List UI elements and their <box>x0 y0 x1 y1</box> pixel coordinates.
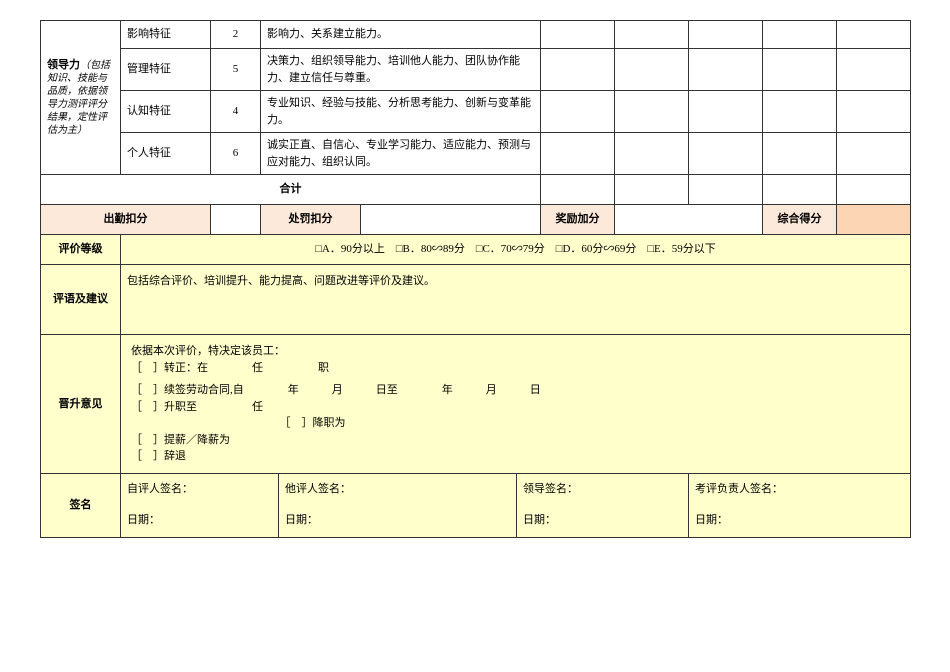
comments-label: 评语及建议 <box>41 265 121 335</box>
leader-date-label: 日期： <box>523 511 682 531</box>
trait-num: 6 <box>211 133 261 175</box>
promotion-line: ［ ］提薪／降薪为 <box>131 432 900 449</box>
blank-cell <box>541 133 615 175</box>
blank-cell <box>763 21 837 49</box>
self-signature-cell: 自评人签名： 日期： <box>121 473 279 538</box>
blank-cell <box>837 21 911 49</box>
leadership-category-label: 领导力（包括知识、技能与品质，依据领导力测评评分结果，定性评估为主） <box>41 21 121 175</box>
grade-label: 评价等级 <box>41 235 121 265</box>
blank-cell <box>763 133 837 175</box>
trait-desc: 专业知识、经验与技能、分析思考能力、创新与变革能力。 <box>261 91 541 133</box>
blank-cell <box>541 49 615 91</box>
total-label: 合计 <box>41 175 541 205</box>
leadership-label-bold: 领导力 <box>47 59 80 71</box>
other-sign-label: 他评人签名： <box>285 480 510 500</box>
blank-cell <box>615 49 689 91</box>
attendance-deduct-label: 出勤扣分 <box>41 205 211 235</box>
promotion-line: ［ ］辞退 <box>131 448 900 465</box>
self-date-label: 日期： <box>127 511 272 531</box>
blank-cell <box>615 21 689 49</box>
examiner-date-label: 日期： <box>695 511 904 531</box>
signature-label: 签名 <box>41 473 121 538</box>
leader-signature-cell: 领导签名： 日期： <box>517 473 689 538</box>
trait-num: 4 <box>211 91 261 133</box>
attendance-value <box>211 205 261 235</box>
reward-value <box>615 205 763 235</box>
trait-cell: 认知特征 <box>121 91 211 133</box>
leader-sign-label: 领导签名： <box>523 480 682 500</box>
leadership-label-desc: （包括知识、技能与品质，依据领导力测评评分结果，定性评估为主） <box>47 60 110 136</box>
other-date-label: 日期： <box>285 511 510 531</box>
promotion-line: ［ ］续签劳动合同,自 年 月 日至 年 月 日 <box>131 382 900 399</box>
trait-desc: 决策力、组织领导能力、培训他人能力、团队协作能力、建立信任与尊重。 <box>261 49 541 91</box>
other-signature-cell: 他评人签名： 日期： <box>279 473 517 538</box>
examiner-sign-label: 考评负责人签名： <box>695 480 904 500</box>
penalty-deduct-label: 处罚扣分 <box>261 205 361 235</box>
promotion-line: ［ ］转正：在 任 职 <box>131 360 900 377</box>
blank-cell <box>837 175 911 205</box>
trait-num: 5 <box>211 49 261 91</box>
promotion-line: 依据本次评价，特决定该员工： <box>131 343 900 360</box>
blank-cell <box>689 21 763 49</box>
blank-cell <box>689 91 763 133</box>
blank-cell <box>615 91 689 133</box>
trait-cell: 管理特征 <box>121 49 211 91</box>
evaluation-table: 评价等级 □A．90分以上 □B．80∽89分 □C．70∽79分 □D．60分… <box>40 234 911 538</box>
grade-options: □A．90分以上 □B．80∽89分 □C．70∽79分 □D．60分∽69分 … <box>121 235 911 265</box>
trait-num: 2 <box>211 21 261 49</box>
trait-desc: 影响力、关系建立能力。 <box>261 21 541 49</box>
blank-cell <box>541 175 615 205</box>
blank-cell <box>837 133 911 175</box>
blank-cell <box>541 21 615 49</box>
trait-cell: 个人特征 <box>121 133 211 175</box>
deduction-table: 出勤扣分 处罚扣分 奖励加分 综合得分 <box>40 204 911 235</box>
promotion-line: ［ ］升职至 任 <box>131 399 900 416</box>
blank-cell <box>763 91 837 133</box>
composite-value <box>837 205 911 235</box>
blank-cell <box>689 49 763 91</box>
self-sign-label: 自评人签名： <box>127 480 272 500</box>
promotion-label: 晋升意见 <box>41 335 121 474</box>
blank-cell <box>615 133 689 175</box>
blank-cell <box>763 175 837 205</box>
examiner-signature-cell: 考评负责人签名： 日期： <box>689 473 911 538</box>
blank-cell <box>689 133 763 175</box>
blank-cell <box>837 91 911 133</box>
promotion-content: 依据本次评价，特决定该员工： ［ ］转正：在 任 职 ［ ］续签劳动合同,自 年… <box>121 335 911 474</box>
promotion-line: ［ ］降职为 <box>131 415 900 432</box>
blank-cell <box>763 49 837 91</box>
blank-cell <box>689 175 763 205</box>
trait-desc: 诚实正直、自信心、专业学习能力、适应能力、预测与应对能力、组织认同。 <box>261 133 541 175</box>
blank-cell <box>615 175 689 205</box>
comments-content: 包括综合评价、培训提升、能力提高、问题改进等评价及建议。 <box>121 265 911 335</box>
composite-label: 综合得分 <box>763 205 837 235</box>
trait-cell: 影响特征 <box>121 21 211 49</box>
blank-cell <box>837 49 911 91</box>
leadership-table: 领导力（包括知识、技能与品质，依据领导力测评评分结果，定性评估为主） 影响特征 … <box>40 20 911 205</box>
penalty-value <box>361 205 541 235</box>
blank-cell <box>541 91 615 133</box>
reward-label: 奖励加分 <box>541 205 615 235</box>
